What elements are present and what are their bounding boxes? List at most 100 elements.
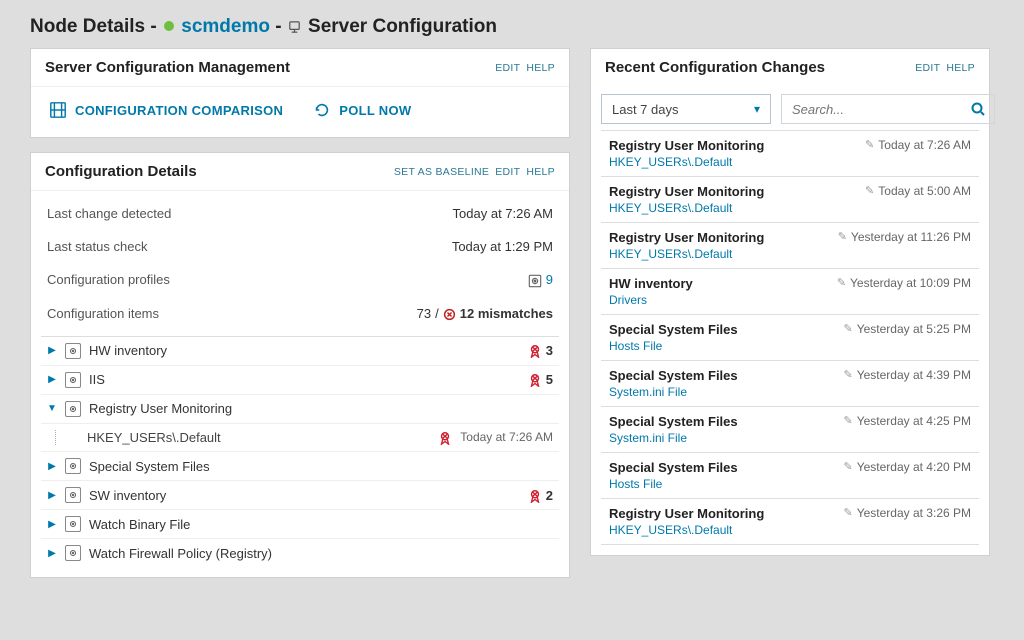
- ribbon-icon: [438, 430, 452, 446]
- rc-item-sub-link[interactable]: HKEY_USERs\.Default: [609, 247, 830, 261]
- tree-row[interactable]: ▶ SW inventory 2: [41, 481, 559, 510]
- rc-item-title: HW inventory: [609, 276, 829, 291]
- caret-icon[interactable]: ▶: [47, 461, 57, 471]
- recent-change-item[interactable]: Registry User MonitoringHKEY_USERs\.Defa…: [601, 131, 979, 177]
- rc-item-sub-link[interactable]: Drivers: [609, 293, 829, 307]
- recent-panel: Recent Configuration Changes EDIT HELP L…: [590, 48, 990, 556]
- date-range-select[interactable]: Last 7 days ▾: [601, 94, 771, 124]
- rc-item-title: Special System Files: [609, 322, 835, 337]
- details-help-link[interactable]: HELP: [526, 166, 555, 178]
- rc-item-sub-link[interactable]: HKEY_USERs\.Default: [609, 523, 835, 537]
- search-box[interactable]: [781, 94, 995, 124]
- caret-icon[interactable]: ▶: [47, 548, 57, 558]
- pencil-icon: ✎: [843, 506, 852, 519]
- details-edit-link[interactable]: EDIT: [495, 166, 520, 178]
- rc-item-sub-link[interactable]: Hosts File: [609, 477, 835, 491]
- tree-row[interactable]: ▶ Special System Files: [41, 452, 559, 481]
- caret-icon[interactable]: ▶: [47, 519, 57, 529]
- rc-item-title: Registry User Monitoring: [609, 184, 857, 199]
- recent-change-item[interactable]: Special System FilesSystem.ini File✎Yest…: [601, 361, 979, 407]
- mismatch-badge: 3: [528, 343, 553, 359]
- rc-item-time: ✎Today at 5:00 AM: [865, 184, 971, 215]
- rc-item-sub-link[interactable]: System.ini File: [609, 431, 835, 445]
- rc-item-sub-link[interactable]: System.ini File: [609, 385, 835, 399]
- pencil-icon: ✎: [843, 460, 852, 473]
- pencil-icon: ✎: [838, 230, 847, 243]
- pencil-icon: ✎: [837, 276, 846, 289]
- config-comparison-button[interactable]: CONFIGURATION COMPARISON: [49, 101, 283, 119]
- recent-panel-title: Recent Configuration Changes: [605, 59, 825, 76]
- caret-icon[interactable]: ▶: [47, 375, 57, 385]
- tree-row[interactable]: ▶HW inventory3: [41, 337, 559, 366]
- tree-row-label: SW inventory: [89, 488, 520, 503]
- recent-panel-header: Recent Configuration Changes EDIT HELP: [591, 49, 989, 86]
- rc-item-sub-link[interactable]: HKEY_USERs\.Default: [609, 201, 857, 215]
- tree-child-timestamp: Today at 7:26 AM: [460, 430, 553, 444]
- rc-item-title: Registry User Monitoring: [609, 506, 835, 521]
- rc-item-title: Special System Files: [609, 460, 835, 475]
- mismatch-count-link[interactable]: 12 mismatches: [460, 306, 553, 321]
- rc-item-time: ✎Yesterday at 10:09 PM: [837, 276, 971, 307]
- details-panel: Configuration Details SET AS BASELINE ED…: [30, 152, 570, 578]
- rc-item-title: Special System Files: [609, 414, 835, 429]
- profile-icon: [65, 458, 81, 474]
- recent-edit-link[interactable]: EDIT: [915, 62, 940, 74]
- ribbon-icon: [528, 372, 542, 388]
- tree-row-label: Special System Files: [89, 459, 553, 474]
- caret-icon[interactable]: ▼: [47, 404, 57, 414]
- kv-last-change: Last change detected Today at 7:26 AM: [31, 197, 569, 230]
- tree-row-label: IIS: [89, 372, 520, 387]
- page-title: Node Details - scmdemo - Server Configur…: [0, 0, 1024, 48]
- caret-icon[interactable]: ▶: [47, 490, 57, 500]
- recent-change-item[interactable]: Registry User Monitoring HKEY_USERs\.Defa…: [601, 499, 979, 545]
- mismatch-badge: 2: [528, 487, 553, 503]
- compare-icon: [49, 101, 67, 119]
- recent-change-item[interactable]: Registry User Monitoring HKEY_USERs\.Defa…: [601, 223, 979, 269]
- node-name-link[interactable]: scmdemo: [181, 16, 270, 37]
- recent-change-item[interactable]: Special System Files Hosts File ✎Yesterday…: [601, 315, 979, 361]
- set-baseline-link[interactable]: SET AS BASELINE: [394, 166, 489, 178]
- recent-change-item[interactable]: HW inventory Drivers ✎Yesterday at 10:09 P…: [601, 269, 979, 315]
- tree-row[interactable]: ▶ IIS 5: [41, 366, 559, 395]
- rc-item-time: ✎Today at 7:26 AM: [865, 138, 971, 169]
- ribbon-icon: [528, 487, 542, 503]
- scm-help-link[interactable]: HELP: [526, 62, 555, 74]
- recent-change-item[interactable]: Special System FilesSystem.ini File✎Yest…: [601, 407, 979, 453]
- pencil-icon: ✎: [865, 138, 874, 151]
- search-input[interactable]: [792, 102, 970, 117]
- recent-change-item[interactable]: Special System Files Hosts File ✎Yesterday…: [601, 453, 979, 499]
- kv-last-check: Last status check Today at 1:29 PM: [31, 230, 569, 263]
- tree-row[interactable]: ▼ Registry User Monitoring: [41, 395, 559, 424]
- kv-items: Configuration items 73 / 12 mismatches: [31, 297, 569, 330]
- poll-now-button[interactable]: POLL NOW: [313, 101, 411, 119]
- scm-panel-title: Server Configuration Management: [45, 59, 290, 76]
- rc-item-time: ✎Yesterday at 4:20 PM: [843, 460, 971, 491]
- rc-item-time: ✎Yesterday at 11:26 PM: [838, 230, 971, 261]
- rc-item-time: ✎Yesterday at 3:26 PM: [843, 506, 971, 537]
- profile-icon: [65, 372, 81, 388]
- search-icon[interactable]: [970, 101, 986, 118]
- chevron-down-icon: ▾: [754, 102, 760, 116]
- rc-item-sub-link[interactable]: HKEY_USERs\.Default: [609, 155, 857, 169]
- recent-changes-list: Registry User Monitoring HKEY_USERs\.Defa…: [601, 130, 979, 545]
- details-panel-header: Configuration Details SET AS BASELINE ED…: [31, 153, 569, 190]
- profiles-count-link[interactable]: 9: [546, 272, 553, 287]
- recent-help-link[interactable]: HELP: [946, 62, 975, 74]
- ribbon-icon: [528, 343, 542, 359]
- tree-row[interactable]: ▶Watch Binary File: [41, 510, 559, 539]
- scm-edit-link[interactable]: EDIT: [495, 62, 520, 74]
- profile-icon: [65, 487, 81, 503]
- rc-item-sub-link[interactable]: Hosts File: [609, 339, 835, 353]
- tree-row[interactable]: ▶Watch Firewall Policy (Registry): [41, 539, 559, 567]
- scm-panel: Server Configuration Management EDIT HEL…: [30, 48, 570, 138]
- caret-icon[interactable]: ▶: [47, 346, 57, 356]
- tree-row-label: Registry User Monitoring: [89, 401, 553, 416]
- rc-item-title: Registry User Monitoring: [609, 230, 830, 245]
- rc-item-time: ✎Yesterday at 4:39 PM: [843, 368, 971, 399]
- rc-item-time: ✎Yesterday at 5:25 PM: [843, 322, 971, 353]
- status-dot-icon: [164, 21, 174, 31]
- tree-child-row[interactable]: HKEY_USERs\.Default Today at 7:26 AM: [41, 424, 559, 453]
- tree-child-label: HKEY_USERs\.Default: [83, 430, 430, 445]
- recent-change-item[interactable]: Registry User Monitoring HKEY_USERs\.Defa…: [601, 177, 979, 223]
- mismatch-badge: 5: [528, 372, 553, 388]
